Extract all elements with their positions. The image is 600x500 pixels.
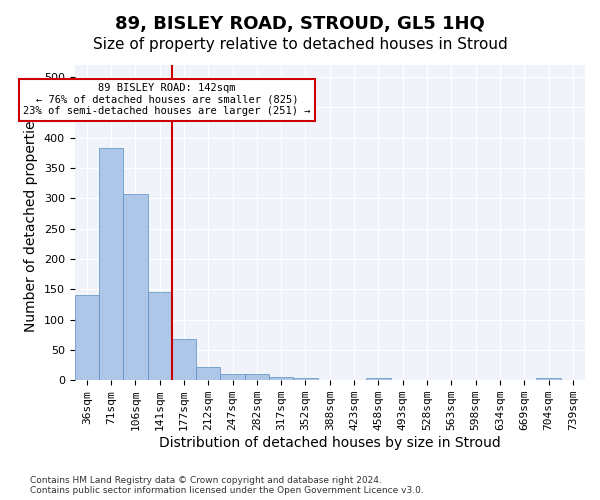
Bar — [123, 194, 148, 380]
X-axis label: Distribution of detached houses by size in Stroud: Distribution of detached houses by size … — [159, 436, 500, 450]
Y-axis label: Number of detached properties: Number of detached properties — [24, 114, 38, 332]
Bar — [269, 376, 293, 380]
Bar — [220, 374, 245, 380]
Text: Size of property relative to detached houses in Stroud: Size of property relative to detached ho… — [92, 38, 508, 52]
Bar — [172, 339, 196, 380]
Text: Contains HM Land Registry data © Crown copyright and database right 2024.
Contai: Contains HM Land Registry data © Crown c… — [30, 476, 424, 495]
Bar — [536, 378, 560, 380]
Bar — [196, 367, 220, 380]
Bar — [293, 378, 317, 380]
Bar — [148, 292, 172, 380]
Bar — [74, 296, 99, 380]
Text: 89, BISLEY ROAD, STROUD, GL5 1HQ: 89, BISLEY ROAD, STROUD, GL5 1HQ — [115, 15, 485, 33]
Bar — [99, 148, 123, 380]
Bar — [245, 374, 269, 380]
Bar — [366, 378, 391, 380]
Text: 89 BISLEY ROAD: 142sqm
← 76% of detached houses are smaller (825)
23% of semi-de: 89 BISLEY ROAD: 142sqm ← 76% of detached… — [23, 83, 311, 116]
